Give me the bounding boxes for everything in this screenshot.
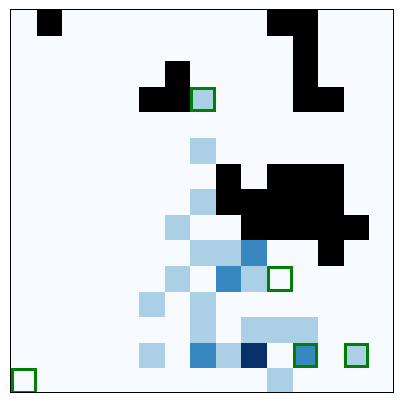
wall-cell[interactable] [267,10,293,36]
heat-cell-dark[interactable] [241,342,267,369]
heat-cell-light[interactable] [241,317,267,343]
heat-cell-light[interactable] [190,240,216,266]
wall-cell[interactable] [292,10,319,36]
game-board[interactable] [10,9,394,393]
heat-cell-light[interactable] [190,317,216,343]
heat-cell-light[interactable] [190,86,216,113]
heat-cell-light[interactable] [215,342,242,369]
wall-cell[interactable] [318,214,344,241]
grid-layer [11,10,393,392]
heat-cell-light[interactable] [139,342,165,369]
target-marker[interactable] [190,86,216,113]
wall-cell[interactable] [139,86,165,113]
wall-cell[interactable] [241,214,267,241]
heat-cell-medium[interactable] [241,240,267,266]
heat-cell-medium[interactable] [215,266,242,292]
wall-cell[interactable] [164,61,191,87]
target-marker[interactable] [267,266,293,292]
wall-cell[interactable] [318,189,344,215]
wall-cell[interactable] [36,10,63,36]
wall-cell[interactable] [292,214,319,241]
heat-cell-light[interactable] [267,368,293,392]
wall-cell[interactable] [292,61,319,87]
target-marker[interactable] [292,342,319,369]
heat-cell-light[interactable] [292,317,319,343]
heat-cell-light[interactable] [343,342,370,369]
wall-cell[interactable] [267,214,293,241]
heat-cell-medium[interactable] [292,342,319,369]
wall-cell[interactable] [318,86,344,113]
heat-cell-light[interactable] [241,266,267,292]
wall-cell[interactable] [343,214,370,241]
wall-cell[interactable] [318,240,344,266]
wall-cell[interactable] [267,163,293,190]
wall-cell[interactable] [164,86,191,113]
target-marker[interactable] [343,342,370,369]
heat-cell-light[interactable] [190,138,216,164]
heat-cell-medium[interactable] [190,342,216,369]
wall-cell[interactable] [267,189,293,215]
wall-cell[interactable] [241,189,267,215]
wall-cell[interactable] [292,189,319,215]
wall-cell[interactable] [292,35,319,62]
wall-cell[interactable] [215,189,242,215]
heat-cell-light[interactable] [190,189,216,215]
heat-cell-light[interactable] [190,291,216,318]
wall-cell[interactable] [292,163,319,190]
heat-cell-light[interactable] [164,214,191,241]
wall-cell[interactable] [215,163,242,190]
wall-cell[interactable] [318,163,344,190]
heat-cell-light[interactable] [215,240,242,266]
target-marker[interactable] [11,368,37,392]
wall-cell[interactable] [292,86,319,113]
heat-cell-light[interactable] [139,291,165,318]
heat-cell-light[interactable] [164,266,191,292]
heat-cell-light[interactable] [267,317,293,343]
